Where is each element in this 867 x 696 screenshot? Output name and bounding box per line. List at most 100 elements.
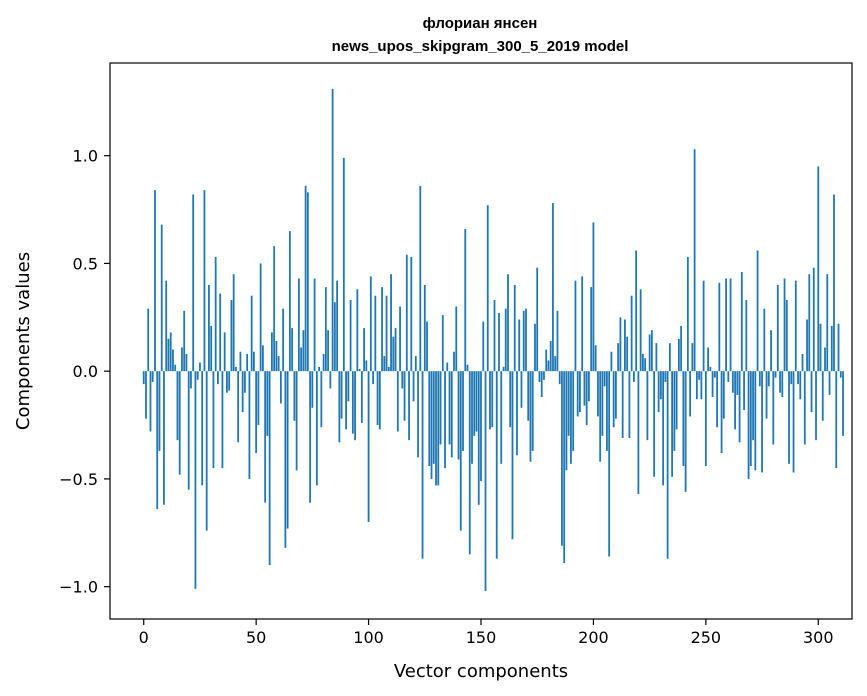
bar-227 [653, 371, 656, 477]
bar-136 [448, 371, 451, 445]
bar-53 [262, 345, 264, 372]
bar-164 [511, 371, 514, 540]
bar-69 [297, 278, 300, 372]
bar-26 [201, 371, 204, 486]
bar-40 [232, 274, 235, 372]
bar-258 [722, 371, 725, 419]
bar-278 [767, 371, 770, 387]
x-axis-ticks: 0 50 100 150 200 250 300 [139, 619, 834, 647]
y-tick-label: −0.5 [59, 470, 98, 489]
bar-162 [507, 274, 509, 372]
y-tick-label: −1.0 [59, 578, 98, 597]
bar-72 [304, 185, 307, 372]
bar-295 [806, 319, 808, 372]
bar-282 [776, 284, 779, 372]
bar-1 [145, 371, 147, 419]
bar-124 [421, 371, 424, 559]
bar-9 [163, 371, 165, 505]
x-tick-label: 50 [246, 628, 266, 647]
bar-233 [666, 371, 669, 559]
bar-92 [349, 300, 352, 372]
bar-17 [181, 347, 183, 372]
bar-259 [725, 278, 727, 372]
bar-85 [333, 302, 336, 372]
bar-18 [183, 310, 186, 372]
bar-25 [199, 362, 201, 372]
bar-95 [356, 289, 359, 372]
bar-149 [477, 371, 480, 505]
bar-276 [763, 308, 766, 372]
bar-177 [540, 371, 543, 398]
bar-266 [740, 272, 743, 372]
bar-31 [212, 371, 215, 469]
bar-179 [545, 349, 548, 372]
bar-203 [599, 371, 602, 462]
bar-189 [567, 371, 570, 436]
bar-122 [417, 371, 419, 458]
bar-181 [549, 341, 552, 372]
bar-83 [329, 371, 332, 389]
bar-75 [311, 371, 314, 408]
bar-280 [772, 371, 775, 445]
x-tick-label: 0 [139, 628, 149, 647]
bar-7 [158, 371, 161, 451]
bar-114 [399, 306, 401, 372]
bar-111 [392, 336, 395, 372]
bar-156 [493, 300, 496, 372]
bar-49 [253, 351, 255, 372]
bar-132 [439, 371, 442, 445]
bar-74 [309, 371, 312, 503]
bar-229 [657, 371, 660, 413]
bar-44 [241, 371, 244, 413]
bar-264 [736, 371, 739, 395]
bar-197 [585, 371, 588, 426]
bar-271 [752, 371, 754, 441]
bar-191 [572, 371, 575, 451]
bar-185 [558, 371, 561, 385]
bar-219 [635, 250, 638, 372]
x-tick-label: 250 [691, 628, 722, 647]
bar-238 [677, 338, 680, 372]
bar-186 [561, 371, 563, 546]
bar-213 [621, 371, 624, 438]
bar-134 [444, 371, 446, 469]
bar-214 [624, 319, 626, 372]
bar-155 [491, 371, 494, 428]
bar-78 [318, 366, 321, 372]
bar-217 [630, 295, 633, 372]
bar-260 [727, 371, 730, 382]
bar-196 [583, 371, 586, 406]
bar-254 [713, 371, 716, 378]
bar-287 [788, 371, 790, 464]
bar-307 [833, 194, 835, 372]
bar-262 [731, 371, 734, 393]
bar-29 [208, 284, 210, 372]
bar-294 [803, 371, 806, 445]
bar-107 [383, 356, 386, 372]
bar-153 [486, 205, 489, 372]
bar-291 [797, 371, 799, 385]
bar-205 [603, 371, 606, 387]
bar-192 [574, 280, 577, 372]
bar-167 [518, 319, 521, 372]
bar-222 [641, 353, 644, 372]
bar-101 [369, 276, 372, 372]
bar-309 [837, 323, 840, 372]
bar-76 [313, 278, 316, 372]
bar-215 [626, 336, 629, 372]
y-axis-ticks: −1.0 −0.5 0.0 0.5 1.0 [59, 147, 110, 597]
bar-275 [761, 371, 763, 473]
bar-145 [468, 371, 471, 555]
bar-300 [817, 166, 820, 372]
bar-221 [639, 289, 642, 372]
bar-129 [432, 371, 435, 464]
bar-283 [779, 371, 781, 393]
bar-2 [147, 308, 150, 372]
bar-303 [824, 347, 826, 372]
bar-281 [774, 371, 777, 378]
bar-120 [412, 371, 415, 402]
bar-152 [484, 371, 487, 591]
bar-170 [525, 308, 527, 372]
bar-42 [237, 371, 240, 443]
bar-160 [502, 366, 505, 372]
